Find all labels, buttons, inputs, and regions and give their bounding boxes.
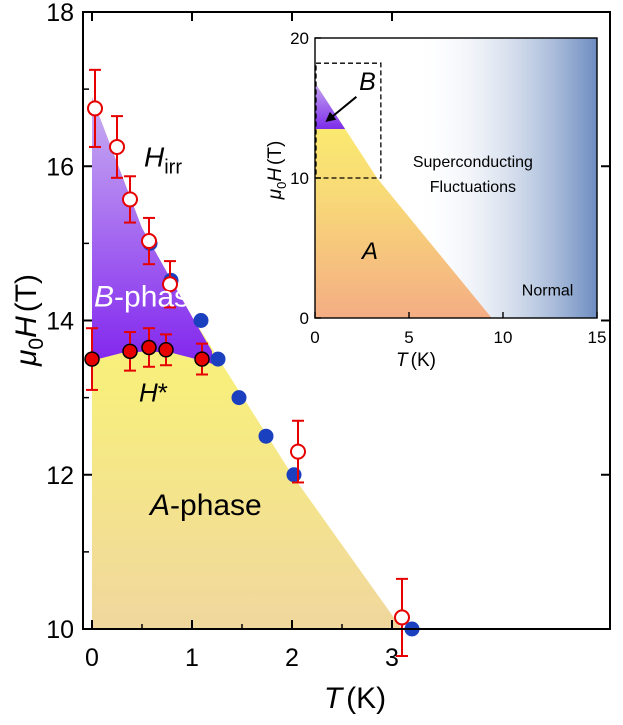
inset-b-label: B [359,68,376,96]
b-phase-label: B-phase [94,281,206,314]
hstar-point [122,343,138,360]
y-tick-label: 14 [46,308,74,336]
y-axis-title: μ0H(T) [10,274,48,367]
inset-y-tick-label: 20 [290,29,309,48]
blue-point [210,351,226,367]
inset-y-tick-label: 0 [300,309,309,328]
a-phase-region [92,96,402,629]
blue-point [231,390,247,406]
inset-a-region [315,82,492,318]
y-tick-label: 18 [46,0,74,27]
inset-x-tick-label: 0 [310,328,319,347]
hstar-point [141,339,157,356]
inset-y-axis-title: μ0H(T) [265,141,289,201]
hirr-point [87,100,103,117]
hirr-point [162,276,178,293]
inset-b-region [315,82,346,129]
x-tick-label: 3 [385,644,399,672]
hirr-point [290,443,306,460]
inset-y-tick-label: 10 [290,169,309,188]
y-tick-label: 16 [46,153,74,181]
y-tick-label: 12 [46,462,74,490]
superconducting-label: Superconducting [413,154,533,171]
hirr-label: Hirr [144,141,182,178]
inset-a-label: A [360,238,378,265]
hirr-point [109,138,125,155]
hirr-point [122,191,138,208]
plot-frame [82,11,611,630]
zoom-box [315,62,382,179]
fluctuations-label: Fluctuations [430,179,516,196]
hstar-point [158,342,174,358]
inset-x-axis-title: T (K) [396,350,436,371]
blue-point [286,467,302,483]
x-axis-title: T (K) [324,682,386,715]
hirr-point [394,609,410,626]
arrow-icon [328,96,357,120]
inset-x-tick-label: 15 [588,328,607,347]
normal-label: Normal [522,283,574,300]
inset-x-tick-label: 5 [404,328,413,347]
hstar-point [84,351,100,367]
x-tick-label: 0 [85,644,99,672]
x-tick-label: 1 [185,644,199,672]
blue-point [193,313,209,328]
hstar-point [194,351,210,367]
inset-plot: 0 5 10 15 0 10 20 B A Superconducting Fluctuat… [265,29,606,371]
a-phase-label: A-phase [148,489,262,522]
blue-point [258,428,274,444]
hirr-point [141,233,157,250]
arrowhead-icon [325,111,337,122]
x-tick-label: 2 [285,644,299,672]
inset-x-tick-label: 10 [494,328,513,347]
y-tick-label: 10 [46,616,74,644]
b-phase-region [92,96,212,364]
hstar-label: H* [139,377,168,407]
